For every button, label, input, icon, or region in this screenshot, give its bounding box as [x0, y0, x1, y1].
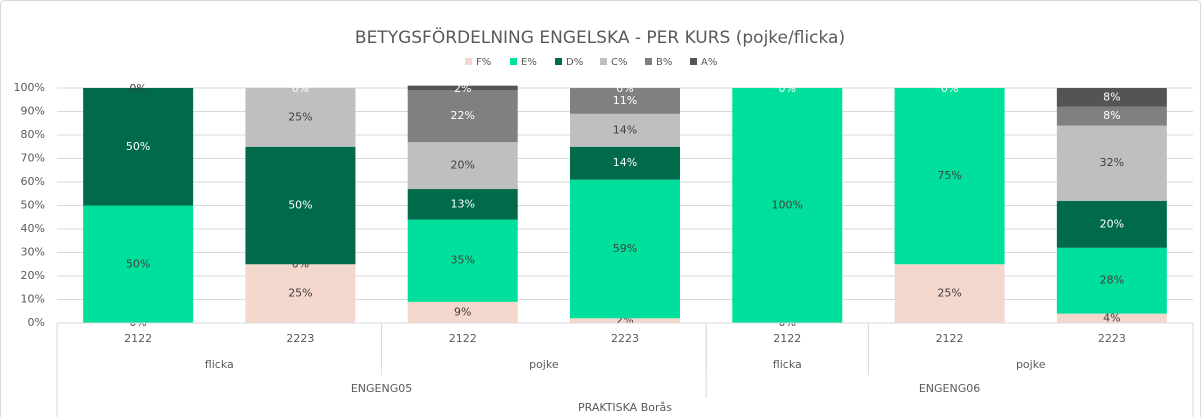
y-tick-label: 50% [21, 199, 45, 212]
data-label: 50% [288, 199, 312, 212]
x-tick-label: 2122 [936, 332, 964, 345]
data-label: 0% [292, 82, 309, 95]
x-tick-label: 2223 [1098, 332, 1126, 345]
x-group-label: flicka [773, 358, 802, 371]
bar-segment [1056, 247, 1167, 314]
data-label: 4% [1103, 311, 1120, 324]
y-tick-label: 40% [21, 222, 45, 235]
y-tick-label: 10% [21, 293, 45, 306]
data-label: 28% [1100, 274, 1124, 287]
x-group-label: ENGENG05 [351, 382, 412, 395]
bar-segment [570, 318, 680, 323]
x-group-label: pojke [529, 358, 559, 371]
bar-segment [570, 146, 680, 180]
bar-segment [1056, 106, 1167, 126]
legend-swatch [690, 58, 697, 65]
x-group-label: PRAKTISKA Borås [578, 401, 672, 414]
data-label: 0% [779, 82, 796, 95]
data-label: 9% [454, 305, 471, 318]
legend-label: F% [476, 57, 491, 68]
data-label: 2% [454, 82, 471, 95]
legend-label: B% [656, 57, 672, 68]
bar-segment [894, 264, 1005, 323]
y-tick-label: 30% [21, 246, 45, 259]
data-label: 25% [937, 287, 961, 300]
x-tick-label: 2122 [773, 332, 801, 345]
data-label: 14% [613, 156, 637, 169]
data-label: 100% [772, 199, 803, 212]
data-label: 50% [126, 257, 150, 270]
data-label: 20% [1100, 217, 1124, 230]
data-label: 0% [129, 82, 146, 95]
data-label: 25% [288, 287, 312, 300]
bar-segment [245, 264, 356, 323]
data-label: 59% [613, 242, 637, 255]
bar-segment [407, 142, 518, 190]
y-tick-label: 90% [21, 105, 45, 118]
legend-label: D% [566, 57, 583, 68]
y-tick-label: 0% [28, 316, 45, 329]
data-label: 20% [450, 159, 474, 172]
bar-segment [245, 146, 356, 265]
bar-segment [83, 205, 194, 323]
bar-segment [570, 179, 680, 319]
bar-segment [570, 113, 680, 147]
y-tick-label: 20% [21, 269, 45, 282]
y-tick-label: 70% [21, 152, 45, 165]
bar-segment [1056, 88, 1167, 107]
y-tick-label: 80% [21, 128, 45, 141]
x-tick-label: 2223 [286, 332, 314, 345]
data-label: 25% [288, 110, 312, 123]
bar-segment [732, 88, 843, 323]
x-tick-label: 2122 [124, 332, 152, 345]
bar-segment [407, 189, 518, 220]
bar-segment [407, 85, 518, 91]
legend-label: E% [521, 57, 537, 68]
x-group-label: ENGENG06 [919, 382, 980, 395]
bar-segment [1056, 200, 1167, 248]
bar-segment [245, 88, 356, 147]
bar-segment [407, 219, 518, 302]
x-tick-label: 2122 [449, 332, 477, 345]
legend-label: C% [611, 57, 627, 68]
data-label: 8% [1103, 109, 1120, 122]
data-label: 22% [450, 109, 474, 122]
legend-swatch [555, 58, 562, 65]
bar-segment [407, 301, 518, 323]
legend-label: A% [701, 57, 717, 68]
data-label: 14% [613, 123, 637, 136]
x-tick-label: 2223 [611, 332, 639, 345]
data-label: 35% [450, 254, 474, 267]
chart-title: BETYGSFÖRDELNING ENGELSKA - PER KURS (po… [355, 26, 845, 48]
y-tick-label: 60% [21, 175, 45, 188]
bar-segment [1056, 313, 1167, 323]
data-label: 32% [1100, 156, 1124, 169]
data-label: 11% [613, 94, 637, 107]
data-label: 0% [941, 82, 958, 95]
bar-segment [894, 88, 1005, 265]
legend-swatch [645, 58, 652, 65]
legend-swatch [510, 58, 517, 65]
data-label: 50% [126, 140, 150, 153]
data-label: 8% [1103, 90, 1120, 103]
x-group-label: flicka [205, 358, 234, 371]
legend-swatch [465, 58, 472, 65]
data-label: 13% [450, 197, 474, 210]
bar-segment [1056, 125, 1167, 201]
data-label: 75% [937, 169, 961, 182]
x-group-label: pojke [1016, 358, 1046, 371]
bar-segment [570, 88, 680, 114]
y-tick-label: 100% [14, 81, 45, 94]
bar-segment [83, 88, 194, 206]
data-label: 0% [616, 82, 633, 95]
bar-segment [407, 90, 518, 143]
legend-swatch [600, 58, 607, 65]
